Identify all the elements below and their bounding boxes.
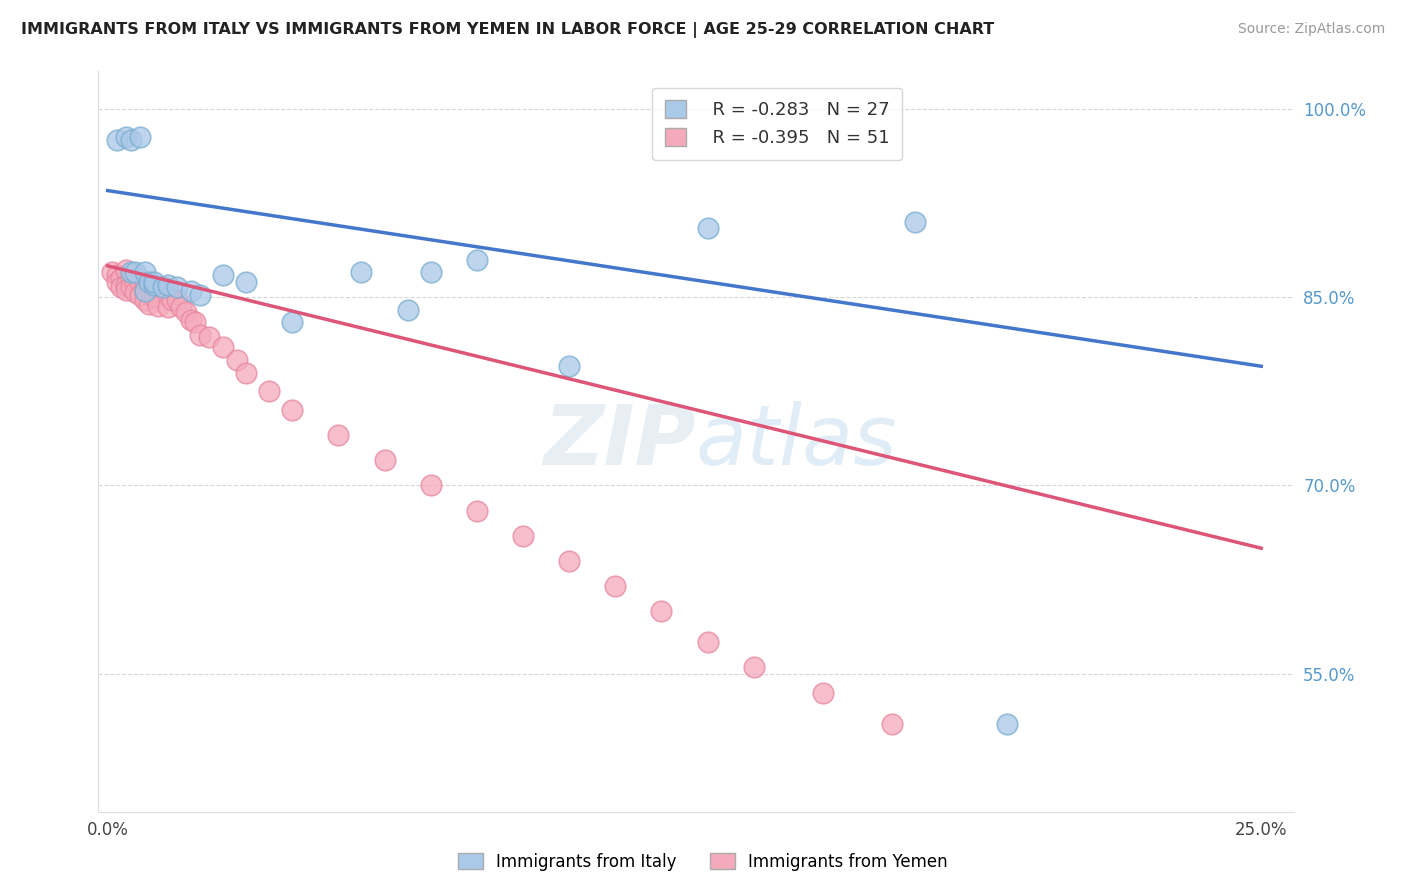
Point — [101, 265, 124, 279]
Point — [138, 296, 160, 310]
Point — [152, 280, 174, 294]
Point — [558, 554, 581, 568]
Point — [105, 268, 128, 282]
Point — [129, 287, 152, 301]
Point — [811, 685, 834, 699]
Point — [156, 300, 179, 314]
Point — [115, 283, 138, 297]
Point — [124, 265, 146, 279]
Point — [156, 287, 179, 301]
Point — [650, 604, 672, 618]
Point — [142, 280, 165, 294]
Point — [120, 271, 142, 285]
Point — [184, 315, 207, 329]
Point — [142, 275, 165, 289]
Point — [115, 129, 138, 144]
Point — [105, 275, 128, 289]
Legend:   R = -0.283   N = 27,   R = -0.395   N = 51: R = -0.283 N = 27, R = -0.395 N = 51 — [652, 87, 903, 160]
Point — [188, 287, 211, 301]
Point — [198, 330, 221, 344]
Point — [373, 453, 395, 467]
Point — [115, 262, 138, 277]
Point — [419, 265, 441, 279]
Point — [148, 284, 170, 298]
Point — [212, 268, 235, 282]
Point — [142, 290, 165, 304]
Point — [419, 478, 441, 492]
Point — [281, 315, 304, 329]
Point — [134, 293, 156, 307]
Point — [225, 353, 247, 368]
Point — [115, 277, 138, 292]
Point — [235, 366, 257, 380]
Point — [134, 265, 156, 279]
Point — [174, 305, 197, 319]
Point — [166, 293, 188, 307]
Point — [180, 313, 202, 327]
Point — [120, 280, 142, 294]
Point — [105, 133, 128, 147]
Point — [129, 275, 152, 289]
Point — [328, 428, 350, 442]
Point — [152, 280, 174, 294]
Point — [696, 635, 718, 649]
Point — [156, 277, 179, 292]
Point — [138, 280, 160, 294]
Point — [142, 277, 165, 292]
Point — [605, 579, 627, 593]
Point — [235, 275, 257, 289]
Point — [124, 275, 146, 289]
Point — [396, 302, 419, 317]
Text: IMMIGRANTS FROM ITALY VS IMMIGRANTS FROM YEMEN IN LABOR FORCE | AGE 25-29 CORREL: IMMIGRANTS FROM ITALY VS IMMIGRANTS FROM… — [21, 22, 994, 38]
Point — [880, 717, 903, 731]
Legend: Immigrants from Italy, Immigrants from Yemen: Immigrants from Italy, Immigrants from Y… — [450, 845, 956, 880]
Point — [120, 265, 142, 279]
Text: atlas: atlas — [696, 401, 897, 482]
Point — [148, 299, 170, 313]
Point — [465, 252, 488, 267]
Point — [696, 221, 718, 235]
Point — [170, 300, 193, 314]
Point — [110, 280, 132, 294]
Point — [188, 327, 211, 342]
Point — [120, 133, 142, 147]
Point — [742, 660, 765, 674]
Point — [124, 285, 146, 300]
Point — [162, 293, 184, 307]
Point — [212, 340, 235, 354]
Point — [134, 277, 156, 292]
Point — [465, 503, 488, 517]
Point — [350, 265, 373, 279]
Point — [558, 359, 581, 374]
Point — [512, 529, 534, 543]
Point — [110, 271, 132, 285]
Point — [134, 284, 156, 298]
Point — [180, 284, 202, 298]
Text: Source: ZipAtlas.com: Source: ZipAtlas.com — [1237, 22, 1385, 37]
Point — [166, 280, 188, 294]
Point — [997, 717, 1019, 731]
Point — [281, 403, 304, 417]
Point — [134, 284, 156, 298]
Point — [904, 215, 927, 229]
Text: ZIP: ZIP — [543, 401, 696, 482]
Point — [257, 384, 280, 399]
Point — [129, 129, 152, 144]
Point — [138, 275, 160, 289]
